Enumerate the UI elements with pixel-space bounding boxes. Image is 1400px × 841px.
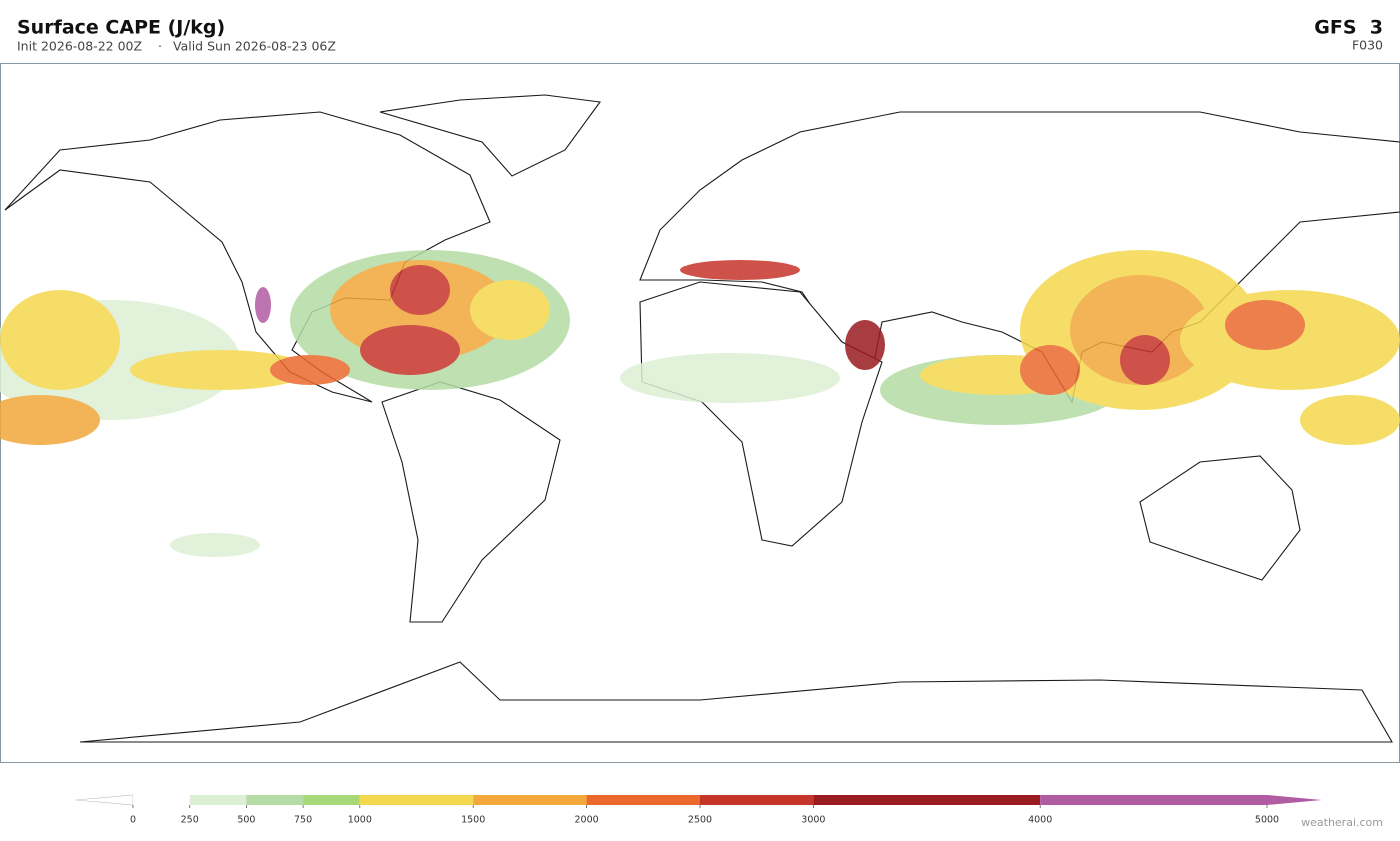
cape-area — [270, 355, 350, 385]
colorbar: 0 250 500 750 1000 1500 2000 2500 3000 4000 5000 — [75, 794, 1322, 826]
cape-field — [0, 250, 1400, 557]
colorbar-under — [75, 794, 134, 806]
colorbar-tick-label: 2500 — [688, 815, 712, 826]
cape-area — [1300, 395, 1400, 445]
colorbar-tick-label: 0 — [130, 815, 136, 826]
australia — [1139, 455, 1301, 581]
cape-area — [1070, 275, 1210, 385]
title: Surface CAPE (J/kg) — [17, 17, 225, 39]
cape-area — [845, 320, 885, 370]
cape-area — [680, 260, 800, 280]
colorbar-segment — [359, 795, 474, 805]
cape-area — [1020, 345, 1080, 395]
colorbar-segment — [473, 795, 587, 805]
south-america — [381, 381, 561, 623]
model-name: GFS 3 — [1314, 17, 1383, 39]
colorbar-tick-label: 2000 — [575, 815, 599, 826]
cape-area — [0, 290, 120, 390]
colorbar-segment — [1040, 795, 1267, 805]
colorbar-tick-label: 500 — [237, 815, 255, 826]
cape-area — [470, 280, 550, 340]
colorbar-tick-label: 3000 — [801, 815, 825, 826]
cape-area — [360, 325, 460, 375]
init-time: Init 2026-08-22 00Z — [17, 39, 142, 54]
separator: · — [158, 39, 162, 54]
colorbar-tick-label: 1000 — [348, 815, 372, 826]
colorbar-tick-label: 750 — [294, 815, 312, 826]
colorbar-segment — [813, 795, 1041, 805]
colorbar-tick-label: 250 — [181, 815, 199, 826]
colorbar-tick-label: 5000 — [1255, 815, 1279, 826]
colorbar-tick-label: 4000 — [1028, 815, 1052, 826]
colorbar-segment — [133, 795, 190, 805]
greenland — [379, 94, 601, 177]
colorbar-segment — [586, 795, 700, 805]
cape-area — [620, 353, 840, 403]
cape-area — [1225, 300, 1305, 350]
map — [0, 63, 1400, 763]
colorbar-over — [1267, 795, 1322, 805]
colorbar-segment — [303, 795, 360, 805]
colorbar-segment — [189, 795, 247, 805]
antarctica — [79, 661, 1393, 743]
forecast-hour: F030 — [1352, 38, 1383, 53]
colorbar-segment — [246, 795, 304, 805]
cape-area — [0, 395, 100, 445]
cape-area — [255, 287, 271, 323]
cape-area — [170, 533, 260, 557]
cape-area — [130, 350, 310, 390]
valid-time: Valid Sun 2026-08-23 06Z — [173, 39, 336, 54]
credit: weatherai.com — [1301, 816, 1383, 829]
colorbar-tick-label: 1500 — [461, 815, 485, 826]
cape-area — [390, 265, 450, 315]
colorbar-segment — [700, 795, 814, 805]
cape-area — [1120, 335, 1170, 385]
